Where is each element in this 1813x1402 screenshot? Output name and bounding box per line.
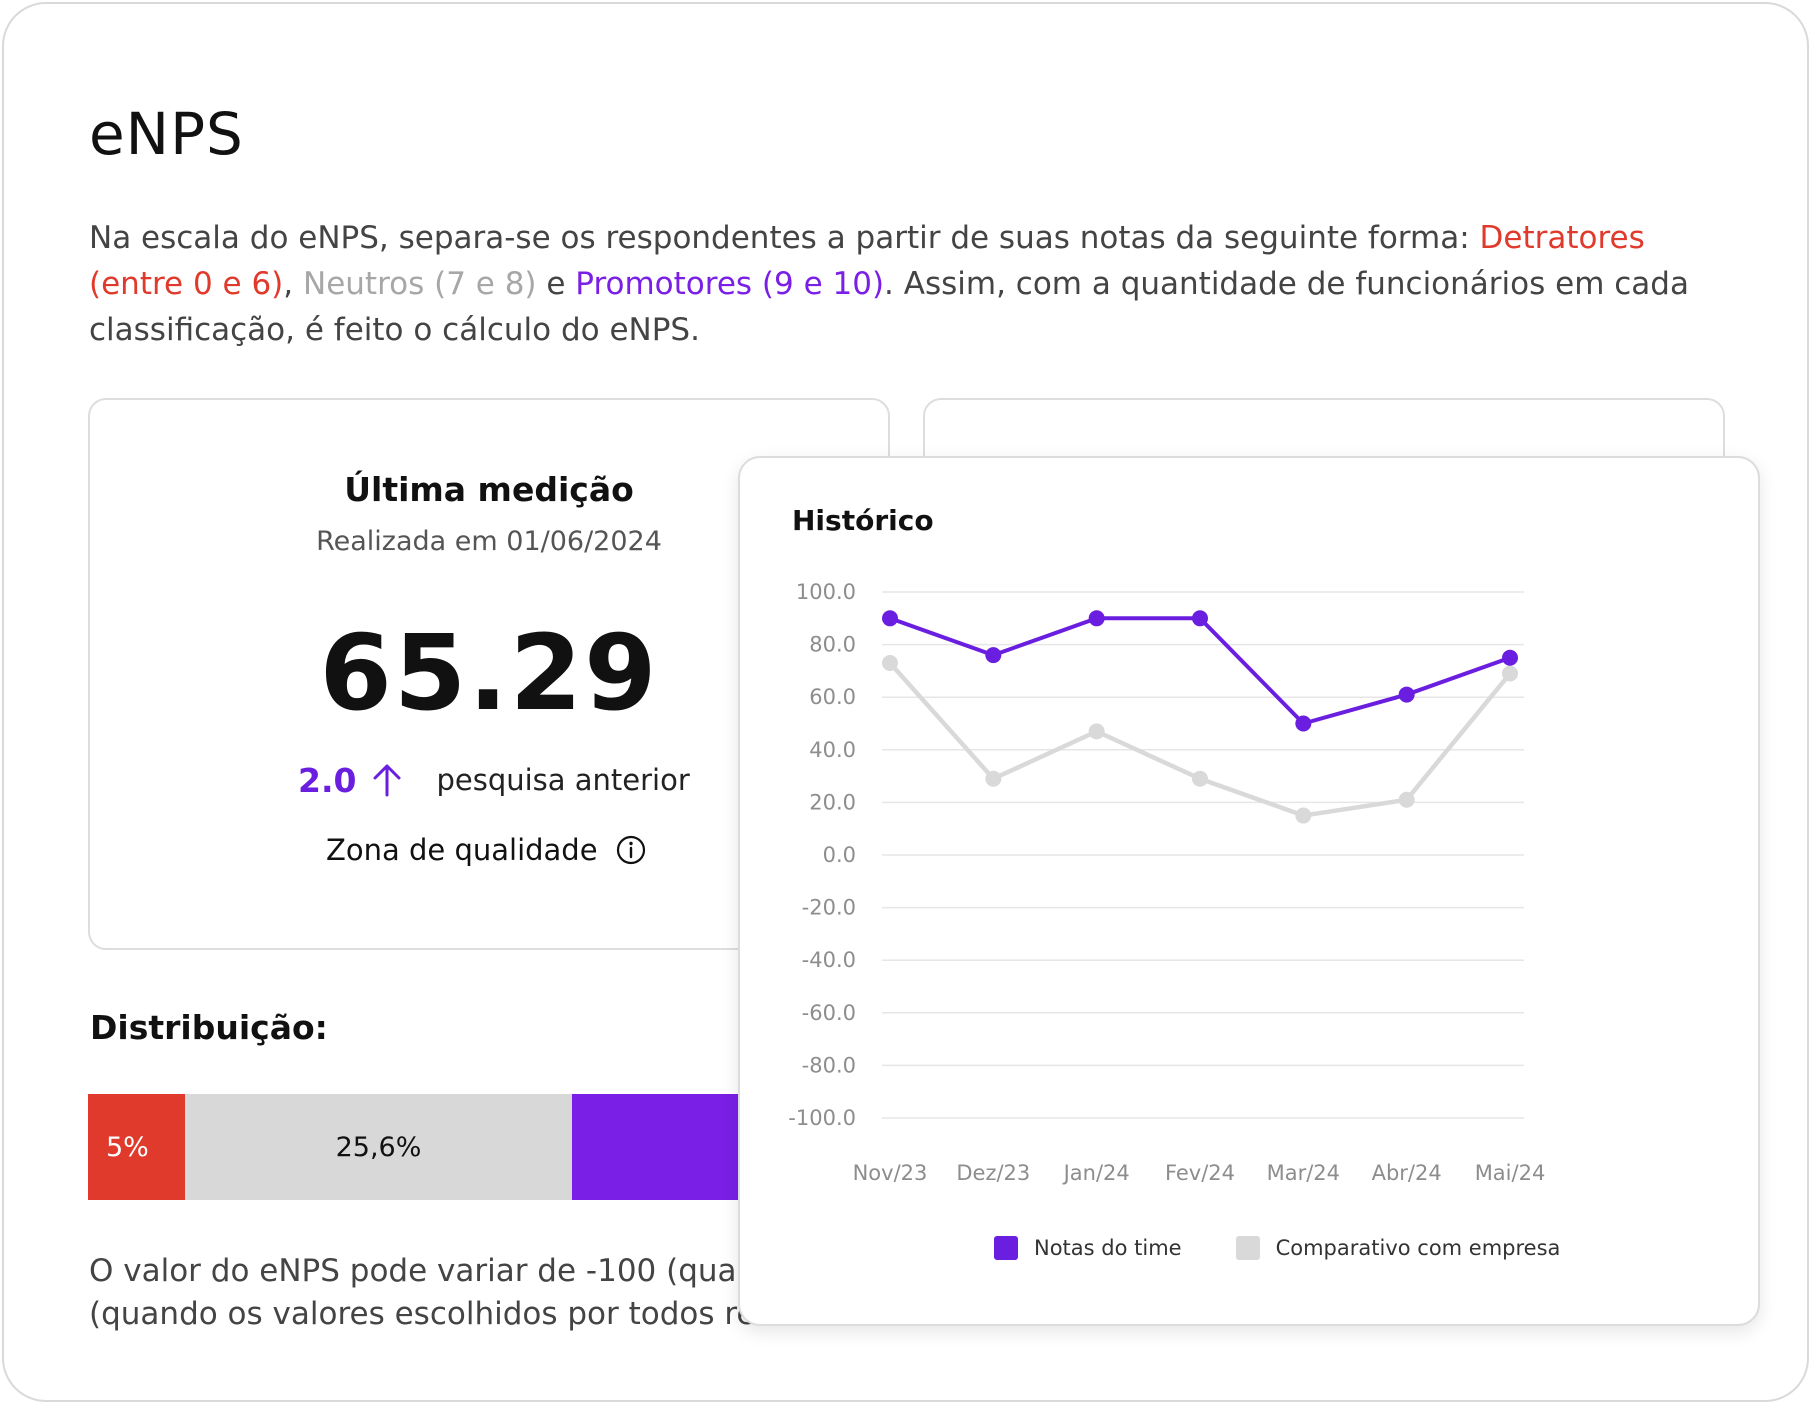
y-tick-label: -60.0 (802, 1001, 856, 1025)
enps-score: 65.29 (319, 612, 659, 734)
legend-swatch-company (1235, 1236, 1260, 1260)
data-point-team (1295, 715, 1312, 732)
footnote-line-1: O valor do eNPS pode variar de -100 (qua… (89, 1253, 769, 1289)
data-point-company (1295, 807, 1312, 824)
data-point-company (882, 655, 898, 672)
legend-item-team[interactable]: Notas do time (994, 1236, 1182, 1260)
quality-zone-row: Zona de qualidade (326, 830, 646, 870)
x-tick-label: Fev/24 (1165, 1161, 1235, 1185)
data-point-company (1398, 791, 1415, 808)
quality-zone-label: Zona de qualidade (326, 833, 598, 867)
chart-title: Histórico (792, 504, 934, 537)
intro-part2: . Assim, com a quantidade de funcionário… (89, 266, 1689, 348)
x-tick-label: Nov/23 (853, 1161, 928, 1185)
x-tick-label: Dez/23 (956, 1161, 1030, 1185)
legend-label-company: Comparativo com empresa (1275, 1236, 1561, 1260)
last-measurement-date: Realizada em 01/06/2024 (316, 526, 662, 557)
data-point-team (1398, 686, 1415, 703)
info-icon[interactable] (616, 835, 646, 865)
delta-row: 2.0 pesquisa anterior (298, 760, 690, 800)
distribution-segment-neutrals: 25,6% (185, 1094, 572, 1200)
y-tick-label: 100.0 (796, 580, 856, 604)
history-chart: 100.0 80.0 60.0 40.0 20.0 0.0 -20.0 -40.0 -60.0 -… (788, 580, 1546, 1185)
footnote: O valor do eNPS pode variar de -100 (qua… (89, 1250, 1729, 1336)
y-tick-label: 0.0 (823, 843, 856, 867)
data-point-team (882, 610, 898, 627)
x-tick-label: Mar/24 (1267, 1161, 1340, 1185)
x-tick-label: Jan/24 (1062, 1161, 1130, 1185)
data-point-company (1192, 770, 1208, 787)
delta-value: 2.0 (298, 760, 357, 800)
legend-item-company[interactable]: Comparativo com empresa (1235, 1236, 1561, 1260)
promoters-label: Promotores (9 e 10) (575, 266, 885, 302)
data-point-team (985, 647, 1002, 664)
series-line-team (888, 616, 1512, 726)
distribution-title: Distribuição: (90, 1008, 328, 1047)
data-point-company (1502, 665, 1518, 682)
legend-label-team: Notas do time (1034, 1236, 1182, 1260)
x-tick-label: Abr/24 (1372, 1161, 1442, 1185)
legend-swatch-team (994, 1236, 1018, 1260)
y-tick-label: -20.0 (802, 896, 856, 920)
intro-sep2: e (536, 266, 576, 302)
y-tick-label: -80.0 (802, 1053, 856, 1077)
intro-text: Na escala do eNPS, separa-se os responde… (89, 215, 1739, 353)
y-tick-label: 40.0 (809, 738, 856, 762)
neutrals-label: Neutros (7 e 8) (303, 266, 537, 302)
x-tick-label: Mai/24 (1475, 1161, 1546, 1185)
data-point-team (1502, 649, 1518, 666)
intro-part1: Na escala do eNPS, separa-se os responde… (89, 220, 1480, 256)
y-tick-label: -100.0 (788, 1106, 856, 1130)
series-line-company (887, 660, 1513, 818)
y-tick-label: 60.0 (809, 685, 856, 709)
footnote-line-2: (quando os valores escolhidos por todos … (89, 1296, 756, 1332)
last-measurement-title: Última medição (344, 470, 634, 509)
data-point-team (1088, 610, 1105, 627)
distribution-segment-detractors: 5% (88, 1094, 185, 1200)
arrow-up-icon (372, 763, 402, 797)
history-chart-card: Histórico 100.0 80.0 60.0 40.0 20.0 0.0 -20.0 -… (738, 456, 1760, 1326)
data-point-company (985, 770, 1002, 787)
detractors-label: Detratores (entre 0 e 6) (89, 220, 1645, 302)
data-point-company (1088, 723, 1105, 740)
delta-label: pesquisa anterior (436, 763, 690, 797)
page-title: eNPS (89, 100, 244, 168)
y-tick-label: 20.0 (809, 790, 856, 814)
y-tick-label: 80.0 (809, 633, 856, 657)
chart-legend: Notas do time Comparativo com empresa (994, 1236, 1614, 1260)
y-tick-label: -40.0 (802, 948, 856, 972)
intro-sep1: , (283, 266, 303, 302)
data-point-team (1192, 610, 1208, 627)
